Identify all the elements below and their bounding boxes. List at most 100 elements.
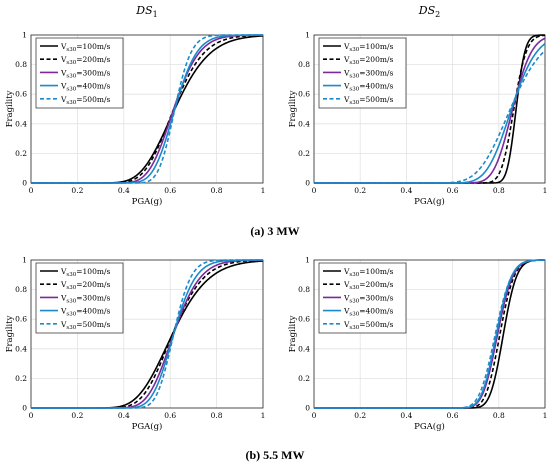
legend-label-1: Vs30=100m/s [343, 267, 393, 278]
legend-label-3: Vs30=300m/s [343, 293, 393, 304]
y-tick-label: 0.4 [298, 344, 310, 353]
x-tick-label: 0.2 [354, 411, 366, 420]
x-axis-label: PGA(g) [414, 196, 445, 207]
x-tick-label: 0 [29, 411, 34, 420]
legend-label-5: Vs30=500m/s [60, 320, 110, 331]
x-axis-label: PGA(g) [132, 196, 163, 207]
legend-label-3: Vs30=300m/s [60, 293, 110, 304]
y-tick-label: 0.2 [15, 374, 27, 383]
series-line-4 [31, 34, 263, 184]
x-tick-label: 0 [312, 186, 317, 195]
x-tick-label: 0.8 [493, 186, 505, 195]
series-line-5 [314, 259, 546, 409]
series-line-2 [31, 34, 264, 184]
legend-label-4: Vs30=400m/s [60, 307, 110, 318]
y-tick-label: 0.4 [15, 119, 27, 128]
y-tick-label: 0.6 [15, 90, 27, 99]
legend-label-4: Vs30=400m/s [343, 82, 393, 93]
x-tick-label: 0.8 [493, 411, 505, 420]
x-tick-label: 1 [543, 411, 548, 420]
x-tick-label: 1 [261, 411, 266, 420]
legend-label-2: Vs30=200m/s [60, 280, 110, 291]
y-tick-label: 0.8 [298, 60, 310, 69]
y-tick-label: 0 [305, 404, 310, 413]
x-tick-label: 0.4 [118, 186, 130, 195]
x-tick-label: 0 [312, 411, 317, 420]
chart-panel-b-ds1: 0 0.2 0.4 0.6 0.8 1 0 0.2 0.4 0.6 0.8 1 PGA(g) Fragil… [5, 256, 265, 433]
series-line-4 [314, 259, 546, 409]
panel-title: DS1 [135, 4, 157, 19]
y-tick-label: 0.4 [298, 119, 310, 128]
x-tick-label: 0.8 [211, 186, 223, 195]
legend: Vs30=100m/s Vs30=200m/s Vs30=300m/s Vs30=40… [35, 262, 124, 334]
legend-label-5: Vs30=500m/s [60, 95, 110, 106]
legend-label-1: Vs30=100m/s [343, 42, 393, 53]
x-tick-label: 0.4 [400, 411, 412, 420]
y-tick-label: 1 [305, 256, 310, 265]
series-line-5 [31, 34, 263, 184]
legend-label-1: Vs30=100m/s [60, 42, 110, 53]
legend-label-3: Vs30=300m/s [343, 68, 393, 79]
legend-label-5: Vs30=500m/s [343, 320, 393, 331]
x-tick-label: 0.6 [164, 186, 176, 195]
y-tick-label: 1 [22, 31, 27, 40]
y-tick-label: 1 [22, 256, 27, 265]
axes-frame [30, 34, 264, 184]
x-tick-label: 0.4 [400, 186, 412, 195]
legend-label-2: Vs30=200m/s [60, 55, 110, 66]
y-tick-label: 0.2 [15, 149, 27, 158]
y-axis-label: Fragility [5, 90, 15, 127]
x-tick-label: 0.6 [164, 411, 176, 420]
series-line-5 [314, 50, 546, 184]
series-line-4 [314, 43, 546, 184]
x-tick-label: 1 [543, 186, 548, 195]
y-tick-label: 0.8 [15, 60, 27, 69]
x-tick-label: 0.4 [118, 411, 130, 420]
y-tick-label: 0.2 [298, 149, 310, 158]
y-tick-label: 0 [22, 179, 27, 188]
y-tick-label: 0.2 [298, 374, 310, 383]
axes-frame [30, 259, 264, 409]
y-axis-label: Fragility [288, 315, 298, 352]
x-tick-label: 1 [261, 186, 266, 195]
legend: Vs30=100m/s Vs30=200m/s Vs30=300m/s Vs30=40… [318, 37, 407, 109]
legend-label-2: Vs30=200m/s [343, 55, 393, 66]
x-tick-label: 0.6 [447, 411, 459, 420]
x-tick-label: 0 [29, 186, 34, 195]
x-axis-label: PGA(g) [132, 421, 163, 432]
y-tick-label: 0 [22, 404, 27, 413]
x-tick-label: 0.2 [354, 186, 366, 195]
x-tick-label: 0.2 [71, 411, 83, 420]
chart-panel-a-ds1: 0 0.2 0.4 0.6 0.8 1 0 0.2 0.4 0.6 0.8 1 DS1 PGA(g) Fra… [5, 4, 265, 207]
panel-title: DS2 [418, 4, 440, 19]
series-line-2 [314, 259, 546, 409]
y-tick-label: 0.4 [15, 344, 27, 353]
y-tick-label: 0.8 [15, 285, 27, 294]
x-tick-label: 0.8 [211, 411, 223, 420]
chart-panel-b-ds2: 0 0.2 0.4 0.6 0.8 1 0 0.2 0.4 0.6 0.8 1 PGA(g) Fragil… [288, 256, 547, 433]
series-line-2 [31, 259, 264, 409]
y-tick-label: 0.6 [15, 315, 27, 324]
y-axis-label: Fragility [288, 90, 298, 127]
series-line-5 [31, 259, 263, 409]
y-axis-label: Fragility [5, 315, 15, 352]
x-axis-label: PGA(g) [414, 421, 445, 432]
chart-panel-a-ds2: 0 0.2 0.4 0.6 0.8 1 0 0.2 0.4 0.6 0.8 1 DS2 PGA(g) Fra… [288, 4, 547, 207]
x-tick-label: 0.2 [71, 186, 83, 195]
y-tick-label: 0.6 [298, 315, 310, 324]
legend-label-2: Vs30=200m/s [343, 280, 393, 291]
legend-label-4: Vs30=400m/s [343, 307, 393, 318]
caption-b: (b) 5.5 MW [245, 448, 305, 462]
legend-label-1: Vs30=100m/s [60, 267, 110, 278]
y-tick-label: 0.6 [298, 90, 310, 99]
caption-a: (a) 3 MW [250, 224, 300, 238]
legend-label-5: Vs30=500m/s [343, 95, 393, 106]
x-tick-label: 0.6 [447, 186, 459, 195]
y-tick-label: 1 [305, 31, 310, 40]
y-tick-label: 0 [305, 179, 310, 188]
legend: Vs30=100m/s Vs30=200m/s Vs30=300m/s Vs30=40… [318, 262, 407, 334]
legend-label-4: Vs30=400m/s [60, 82, 110, 93]
y-tick-label: 0.8 [298, 285, 310, 294]
legend-label-3: Vs30=300m/s [60, 68, 110, 79]
